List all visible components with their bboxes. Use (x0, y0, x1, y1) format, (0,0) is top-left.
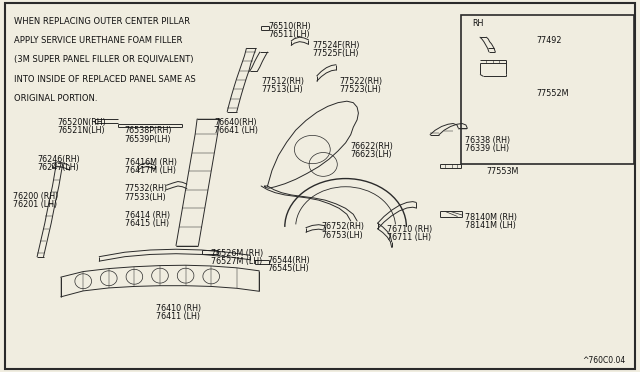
Text: 76623(LH): 76623(LH) (351, 150, 392, 159)
Text: 77522(RH): 77522(RH) (339, 77, 382, 86)
Text: 77524F(RH): 77524F(RH) (312, 41, 360, 50)
Text: 76410 (RH): 76410 (RH) (156, 304, 201, 313)
Text: 77512(RH): 77512(RH) (261, 77, 304, 86)
Text: 76416M (RH): 76416M (RH) (125, 158, 177, 167)
Text: 76753(LH): 76753(LH) (321, 231, 363, 240)
Text: 76641 (LH): 76641 (LH) (214, 126, 259, 135)
Text: 76539P(LH): 76539P(LH) (125, 135, 172, 144)
Text: 76246(RH): 76246(RH) (37, 155, 80, 164)
Text: 76510(RH): 76510(RH) (269, 22, 312, 31)
Text: 77513(LH): 77513(LH) (261, 85, 303, 94)
Text: 77553M: 77553M (486, 167, 519, 176)
Text: 76247(LH): 76247(LH) (37, 163, 79, 172)
Text: 76417M (LH): 76417M (LH) (125, 166, 176, 175)
Text: 76201 (LH): 76201 (LH) (13, 200, 57, 209)
Text: (3M SUPER PANEL FILLER OR EQUIVALENT): (3M SUPER PANEL FILLER OR EQUIVALENT) (14, 55, 193, 64)
Text: 76710 (RH): 76710 (RH) (387, 225, 432, 234)
Bar (461, 15, 634, 164)
Text: 76338 (RH): 76338 (RH) (465, 136, 510, 145)
Text: 76545(LH): 76545(LH) (268, 264, 309, 273)
Text: 76200 (RH): 76200 (RH) (13, 192, 58, 201)
Text: 76527M (LH): 76527M (LH) (211, 257, 262, 266)
Text: 76414 (RH): 76414 (RH) (125, 211, 170, 219)
Text: 78141M (LH): 78141M (LH) (465, 221, 515, 230)
Text: ORIGINAL PORTION.: ORIGINAL PORTION. (14, 94, 97, 103)
Text: 77533(LH): 77533(LH) (125, 193, 166, 202)
Text: 76520N(RH): 76520N(RH) (58, 118, 106, 127)
Text: 76511(LH): 76511(LH) (269, 30, 310, 39)
Text: RH: RH (472, 19, 484, 28)
Text: 76521N(LH): 76521N(LH) (58, 126, 105, 135)
Text: 77523(LH): 77523(LH) (339, 85, 381, 94)
Text: 76752(RH): 76752(RH) (321, 222, 364, 231)
Text: APPLY SERVICE URETHANE FOAM FILLER: APPLY SERVICE URETHANE FOAM FILLER (14, 36, 182, 45)
Text: 77525F(LH): 77525F(LH) (312, 49, 359, 58)
Text: 76415 (LH): 76415 (LH) (125, 219, 169, 228)
Text: INTO INSIDE OF REPLACED PANEL SAME AS: INTO INSIDE OF REPLACED PANEL SAME AS (14, 75, 196, 84)
Text: 76640(RH): 76640(RH) (214, 118, 257, 126)
Text: 77492: 77492 (536, 36, 562, 45)
Text: 77532(RH): 77532(RH) (125, 185, 168, 193)
Text: 76622(RH): 76622(RH) (351, 142, 394, 151)
Text: 76544(RH): 76544(RH) (268, 256, 310, 265)
Text: 76526M (RH): 76526M (RH) (211, 249, 264, 258)
Text: 78140M (RH): 78140M (RH) (465, 213, 516, 222)
Text: WHEN REPLACING OUTER CENTER PILLAR: WHEN REPLACING OUTER CENTER PILLAR (14, 17, 190, 26)
Text: 76538P(RH): 76538P(RH) (125, 126, 172, 135)
Text: 77552M: 77552M (536, 89, 569, 98)
Text: 76411 (LH): 76411 (LH) (156, 312, 200, 321)
Text: ^760C0.04: ^760C0.04 (582, 356, 626, 365)
Text: 76711 (LH): 76711 (LH) (387, 233, 431, 242)
Text: 76339 (LH): 76339 (LH) (465, 144, 509, 153)
